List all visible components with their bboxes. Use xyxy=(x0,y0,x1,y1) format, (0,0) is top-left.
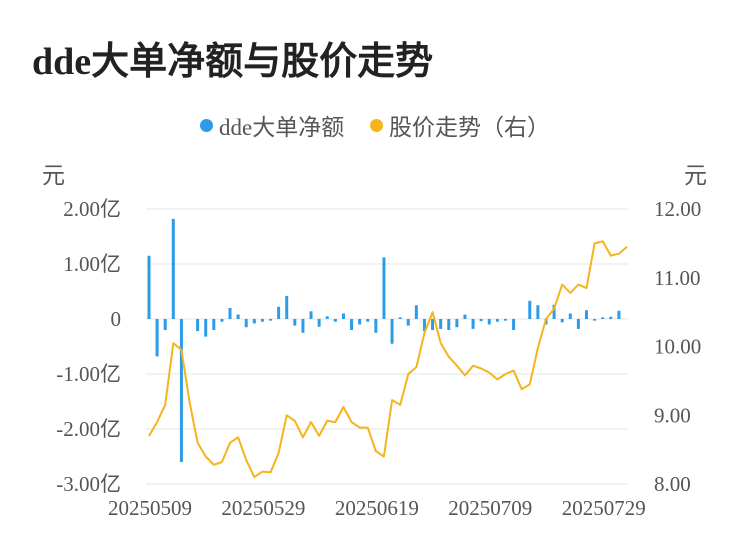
right-tick-label: 9.00 xyxy=(654,403,691,427)
dde-bar xyxy=(471,319,475,329)
dde-bar xyxy=(204,319,208,337)
legend-item-price[interactable]: 股价走势（右） xyxy=(369,108,550,142)
dde-bar xyxy=(503,319,507,321)
dde-bar xyxy=(317,319,321,327)
dde-bar xyxy=(301,319,305,333)
dde-bar xyxy=(431,319,435,330)
chart-title: dde大单净额与股价走势 xyxy=(32,41,434,83)
dde-bar xyxy=(455,319,459,328)
dde-bar xyxy=(228,308,232,319)
dde-bar xyxy=(285,295,289,319)
dde-bar xyxy=(463,314,467,319)
left-tick-label: 1.00亿 xyxy=(63,252,121,276)
x-tick-label: 20250709 xyxy=(448,496,532,520)
dde-bar xyxy=(155,319,159,357)
left-tick-label: -2.00亿 xyxy=(56,417,121,441)
dde-bar xyxy=(593,319,597,321)
dde-bar xyxy=(414,305,418,319)
dde-bar xyxy=(406,319,410,326)
right-tick-label: 10.00 xyxy=(654,335,701,359)
dde-bar xyxy=(358,319,362,325)
dde-bar xyxy=(269,319,273,321)
left-tick-label: 2.00亿 xyxy=(63,197,121,221)
legend-dot-orange-icon xyxy=(369,118,383,132)
right-axis-unit: 元 xyxy=(684,163,707,188)
legend-item-dde[interactable]: dde大单净额 xyxy=(200,108,344,142)
dde-bar xyxy=(552,304,556,319)
dde-bar xyxy=(220,319,224,322)
left-tick-label: -3.00亿 xyxy=(56,472,121,496)
dde-bar xyxy=(512,319,516,330)
dde-bar xyxy=(528,300,532,319)
dde-bar xyxy=(293,319,297,326)
dde-bar xyxy=(147,255,151,319)
dde-bar xyxy=(333,319,337,322)
x-tick-label: 20250619 xyxy=(335,496,419,520)
x-tick-label: 20250729 xyxy=(562,496,646,520)
left-tick-label: 0 xyxy=(111,307,122,331)
legend-label-price: 股价走势（右） xyxy=(388,115,550,140)
dde-bar xyxy=(584,310,588,319)
dde-bar xyxy=(244,319,248,328)
legend-label-dde: dde大单净额 xyxy=(219,115,345,140)
dde-bar xyxy=(422,319,426,332)
dde-bar xyxy=(576,319,580,329)
dde-bar xyxy=(374,319,378,333)
legend-dot-blue-icon xyxy=(200,118,214,132)
left-tick-label: -1.00亿 xyxy=(56,362,121,386)
dde-bar xyxy=(212,319,216,330)
dde-bar xyxy=(560,319,564,323)
left-axis-unit: 元 xyxy=(42,163,65,188)
dde-bar xyxy=(609,316,613,319)
dde-bar xyxy=(439,319,443,329)
chart-legend: dde大单净额 股价走势（右） xyxy=(0,108,750,140)
dde-bar xyxy=(366,319,370,322)
price-line xyxy=(148,240,628,479)
dde-bar xyxy=(163,319,167,330)
dde-bar xyxy=(479,319,483,322)
dde-bar xyxy=(325,316,329,319)
dde-bar xyxy=(350,319,354,330)
dde-bar xyxy=(260,319,264,322)
dde-bar xyxy=(495,319,499,322)
dde-bar xyxy=(447,319,451,330)
dde-bar xyxy=(536,305,540,319)
dde-bar xyxy=(398,317,402,319)
dde-bar xyxy=(309,311,313,319)
dde-bar xyxy=(171,218,175,319)
dde-bar xyxy=(568,313,572,319)
dde-bar xyxy=(179,319,183,462)
dde-bar xyxy=(382,257,386,319)
x-tick-label: 20250509 xyxy=(108,496,192,520)
x-tick-label: 20250529 xyxy=(221,496,305,520)
right-tick-label: 12.00 xyxy=(654,197,701,221)
dde-bar xyxy=(252,319,256,324)
dde-bar xyxy=(487,319,491,325)
dde-bar xyxy=(601,317,605,319)
dde-bar xyxy=(196,319,200,332)
dde-bar xyxy=(390,319,394,344)
dde-bar xyxy=(236,314,240,319)
dde-bar xyxy=(617,310,621,319)
dde-bar xyxy=(341,313,345,319)
dde-bar xyxy=(277,306,281,319)
right-tick-label: 11.00 xyxy=(654,266,700,290)
right-tick-label: 8.00 xyxy=(654,472,691,496)
